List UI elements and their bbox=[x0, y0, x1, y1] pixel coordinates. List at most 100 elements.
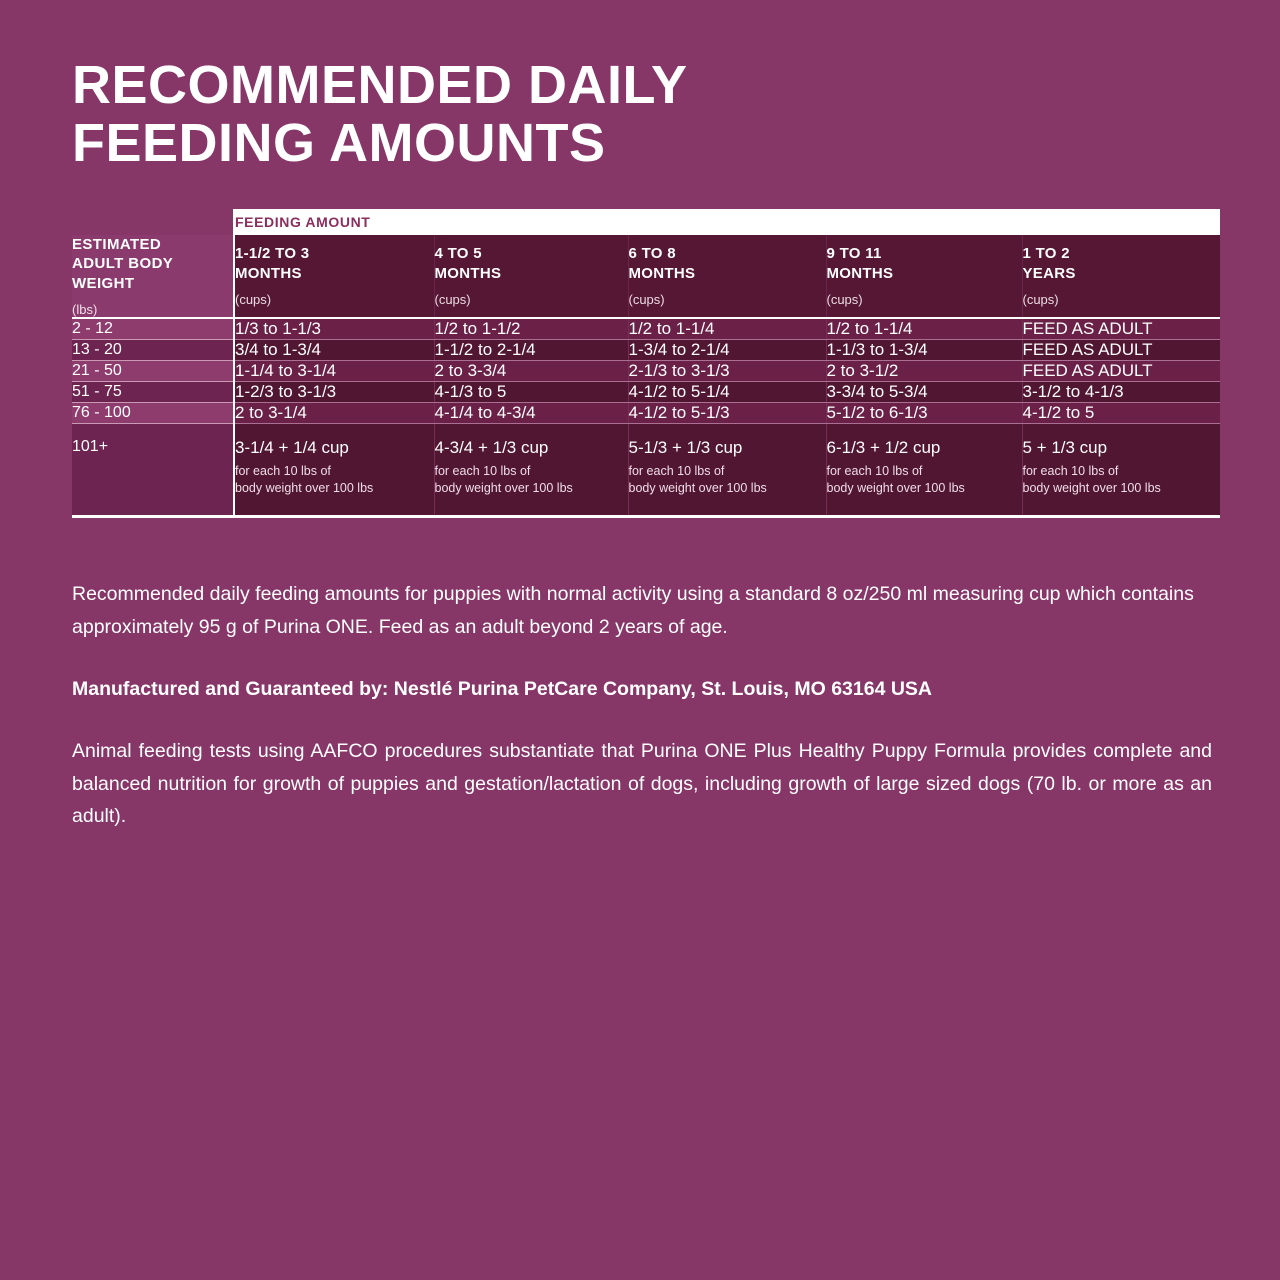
row-6-cell-1-main: 3-1/4 + 1/4 cup bbox=[235, 438, 349, 458]
row-weight-6: 101+ bbox=[72, 423, 235, 519]
row-6-cell-3-sub-line-2: body weight over 100 lbs bbox=[628, 481, 767, 496]
table-header-row: ESTIMATED ADULT BODY WEIGHT (lbs) 1-1/2 … bbox=[72, 234, 1221, 320]
row-5-cell-3: 4-1/2 to 5-1/3 bbox=[628, 402, 827, 425]
row-1-cell-4: 1/2 to 1-1/4 bbox=[826, 318, 1023, 341]
table-row: 2 - 12 1/3 to 1-1/3 1/2 to 1-1/2 1/2 to … bbox=[72, 318, 1221, 341]
header-age-4: 9 TO 11 MONTHS (cups) bbox=[826, 234, 1023, 320]
banner-spacer bbox=[72, 208, 235, 235]
row-6-cell-5-main: 5 + 1/3 cup bbox=[1022, 438, 1108, 458]
row-6-cell-2-sub: for each 10 lbs of body weight over 100 … bbox=[435, 463, 628, 497]
manufacturer-line: Manufactured and Guaranteed by: Nestlé P… bbox=[72, 678, 933, 701]
table-banner-row: FEEDING AMOUNT bbox=[72, 208, 1221, 235]
row-6-cell-4-main: 6-1/3 + 1/2 cup bbox=[826, 438, 941, 458]
row-6-cell-2: 4-3/4 + 1/3 cup for each 10 lbs of body … bbox=[434, 423, 629, 519]
age-1-line-1: 1-1/2 TO 3 bbox=[235, 245, 310, 263]
age-5-line-1: 1 TO 2 bbox=[1022, 245, 1070, 263]
row-4-cell-2: 4-1/3 to 5 bbox=[434, 381, 629, 404]
table-row: 21 - 50 1-1/4 to 3-1/4 2 to 3-3/4 2-1/3 … bbox=[72, 360, 1221, 383]
row-4-cell-4: 3-3/4 to 5-3/4 bbox=[826, 381, 1023, 404]
aafco-statement: Animal feeding tests using AAFCO procedu… bbox=[72, 740, 1212, 828]
age-5-unit: (cups) bbox=[1022, 292, 1059, 308]
age-5-line-2: YEARS bbox=[1022, 265, 1076, 283]
row-weight-3: 21 - 50 bbox=[72, 360, 235, 383]
row-5-cell-2: 4-1/4 to 4-3/4 bbox=[434, 402, 629, 425]
row-1-cell-3: 1/2 to 1-1/4 bbox=[628, 318, 827, 341]
weight-header-line-3: WEIGHT bbox=[72, 275, 135, 293]
row-3-cell-2: 2 to 3-3/4 bbox=[434, 360, 629, 383]
row-5-cell-1: 2 to 3-1/4 bbox=[234, 402, 435, 425]
footnotes: Recommended daily feeding amounts for pu… bbox=[72, 578, 1212, 832]
row-5-cell-5: 4-1/2 to 5 bbox=[1022, 402, 1221, 425]
row-1-cell-2: 1/2 to 1-1/2 bbox=[434, 318, 629, 341]
row-6-cell-3-sub: for each 10 lbs of body weight over 100 … bbox=[629, 463, 826, 497]
row-6-cell-3-main: 5-1/3 + 1/3 cup bbox=[628, 438, 743, 458]
row-4-cell-5: 3-1/2 to 4-1/3 bbox=[1022, 381, 1221, 404]
age-1-line-2: MONTHS bbox=[235, 265, 302, 283]
row-4-cell-1: 1-2/3 to 3-1/3 bbox=[234, 381, 435, 404]
row-6-cell-5: 5 + 1/3 cup for each 10 lbs of body weig… bbox=[1022, 423, 1221, 519]
age-4-unit: (cups) bbox=[826, 292, 863, 308]
age-4-line-2: MONTHS bbox=[826, 265, 894, 283]
header-age-1: 1-1/2 TO 3 MONTHS (cups) bbox=[234, 234, 435, 320]
age-3-line-1: 6 TO 8 bbox=[628, 245, 676, 263]
row-weight-5: 76 - 100 bbox=[72, 402, 235, 425]
row-2-cell-4: 1-1/3 to 1-3/4 bbox=[826, 339, 1023, 362]
row-weight-2: 13 - 20 bbox=[72, 339, 235, 362]
table-row: 101+ 3-1/4 + 1/4 cup for each 10 lbs of … bbox=[72, 423, 1221, 519]
age-2-line-1: 4 TO 5 bbox=[434, 245, 482, 263]
row-weight-4: 51 - 75 bbox=[72, 381, 235, 404]
row-2-cell-2: 1-1/2 to 2-1/4 bbox=[434, 339, 629, 362]
row-6-cell-1-sub-line-1: for each 10 lbs of bbox=[235, 464, 331, 479]
row-6-cell-4-sub-line-1: for each 10 lbs of bbox=[826, 464, 923, 479]
feeding-note-paragraph: Recommended daily feeding amounts for pu… bbox=[72, 583, 1194, 638]
row-3-cell-5: FEED AS ADULT bbox=[1022, 360, 1221, 383]
page-title-line-2: FEEDING AMOUNTS bbox=[72, 113, 606, 174]
row-1-cell-1: 1/3 to 1-1/3 bbox=[234, 318, 435, 341]
row-6-cell-4-sub: for each 10 lbs of body weight over 100 … bbox=[827, 463, 1022, 497]
header-age-5: 1 TO 2 YEARS (cups) bbox=[1022, 234, 1221, 320]
row-2-cell-3: 1-3/4 to 2-1/4 bbox=[628, 339, 827, 362]
age-2-line-2: MONTHS bbox=[434, 265, 502, 283]
age-1-unit: (cups) bbox=[235, 292, 272, 308]
row-3-cell-1: 1-1/4 to 3-1/4 bbox=[234, 360, 435, 383]
row-6-cell-1-sub-line-2: body weight over 100 lbs bbox=[235, 481, 374, 496]
row-6-cell-5-sub: for each 10 lbs of body weight over 100 … bbox=[1023, 463, 1221, 497]
row-6-cell-2-sub-line-1: for each 10 lbs of bbox=[434, 464, 531, 479]
header-age-2: 4 TO 5 MONTHS (cups) bbox=[434, 234, 629, 320]
feeding-amount-banner: FEEDING AMOUNT bbox=[234, 208, 1221, 235]
row-1-cell-5: FEED AS ADULT bbox=[1022, 318, 1221, 341]
row-6-cell-1-sub: for each 10 lbs of body weight over 100 … bbox=[235, 463, 434, 497]
row-2-cell-1: 3/4 to 1-3/4 bbox=[234, 339, 435, 362]
row-5-cell-4: 5-1/2 to 6-1/3 bbox=[826, 402, 1023, 425]
row-6-cell-4: 6-1/3 + 1/2 cup for each 10 lbs of body … bbox=[826, 423, 1023, 519]
row-2-cell-5: FEED AS ADULT bbox=[1022, 339, 1221, 362]
weight-header-unit: (lbs) bbox=[72, 302, 98, 318]
row-6-cell-4-sub-line-2: body weight over 100 lbs bbox=[826, 481, 965, 496]
age-2-unit: (cups) bbox=[434, 292, 471, 308]
row-6-cell-1: 3-1/4 + 1/4 cup for each 10 lbs of body … bbox=[234, 423, 435, 519]
row-6-cell-3-sub-line-1: for each 10 lbs of bbox=[628, 464, 725, 479]
row-6-cell-5-sub-line-2: body weight over 100 lbs bbox=[1022, 481, 1161, 496]
table-row: 13 - 20 3/4 to 1-3/4 1-1/2 to 2-1/4 1-3/… bbox=[72, 339, 1221, 362]
age-3-unit: (cups) bbox=[628, 292, 665, 308]
row-6-cell-2-sub-line-2: body weight over 100 lbs bbox=[434, 481, 573, 496]
weight-header-line-1: ESTIMATED bbox=[72, 235, 162, 253]
row-6-cell-5-sub-line-1: for each 10 lbs of bbox=[1022, 464, 1119, 479]
row-6-cell-2-main: 4-3/4 + 1/3 cup bbox=[434, 438, 549, 458]
row-4-cell-3: 4-1/2 to 5-1/4 bbox=[628, 381, 827, 404]
header-estimated-adult-body-weight: ESTIMATED ADULT BODY WEIGHT (lbs) bbox=[72, 234, 235, 320]
page-title: RECOMMENDED DAILY FEEDING AMOUNTS bbox=[72, 0, 1208, 173]
feeding-table-container: FEEDING AMOUNT ESTIMATED ADULT BODY WEIG… bbox=[72, 208, 1221, 519]
age-3-line-2: MONTHS bbox=[628, 265, 696, 283]
feeding-amounts-table: FEEDING AMOUNT ESTIMATED ADULT BODY WEIG… bbox=[72, 208, 1221, 519]
page-title-line-1: RECOMMENDED DAILY bbox=[72, 55, 688, 115]
row-6-cell-3: 5-1/3 + 1/3 cup for each 10 lbs of body … bbox=[628, 423, 827, 519]
weight-header-line-2: ADULT BODY bbox=[72, 255, 174, 273]
table-row: 51 - 75 1-2/3 to 3-1/3 4-1/3 to 5 4-1/2 … bbox=[72, 381, 1221, 404]
row-3-cell-3: 2-1/3 to 3-1/3 bbox=[628, 360, 827, 383]
row-weight-1: 2 - 12 bbox=[72, 318, 235, 341]
age-4-line-1: 9 TO 11 bbox=[826, 245, 882, 263]
table-row: 76 - 100 2 to 3-1/4 4-1/4 to 4-3/4 4-1/2… bbox=[72, 402, 1221, 425]
row-3-cell-4: 2 to 3-1/2 bbox=[826, 360, 1023, 383]
